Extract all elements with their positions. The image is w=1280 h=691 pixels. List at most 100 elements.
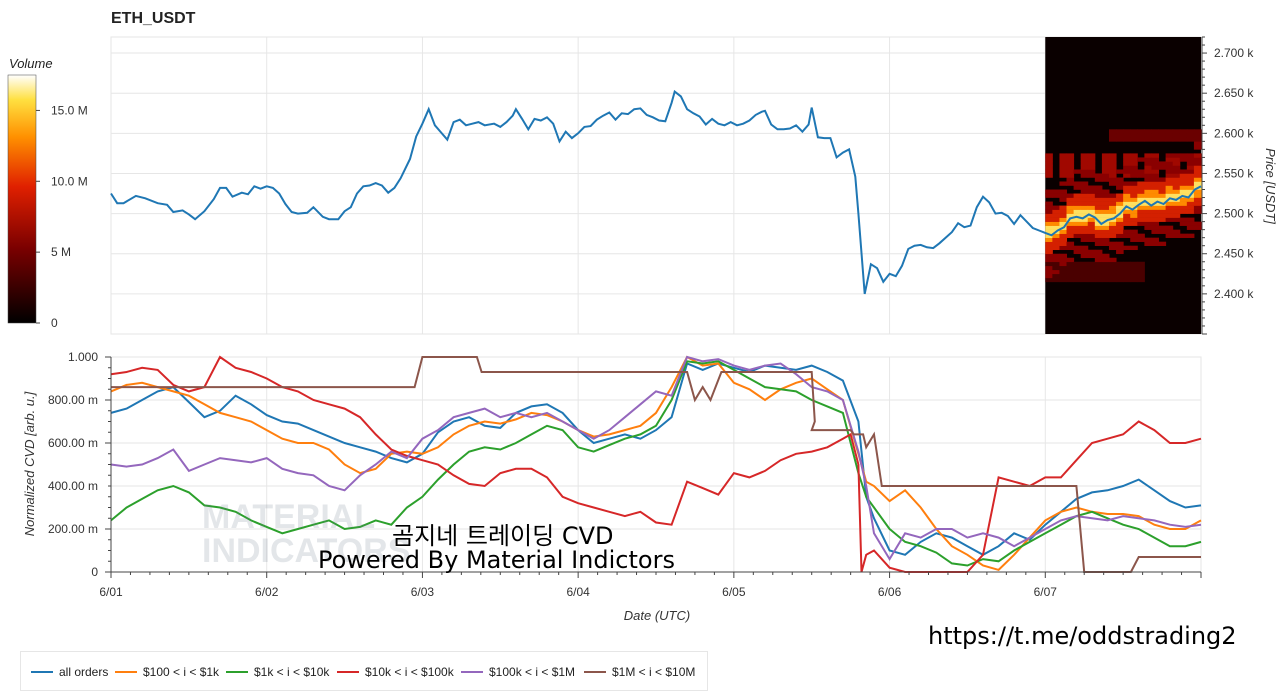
legend-item[interactable]: $1M < i < $10M	[584, 665, 695, 679]
heatmap-cell	[1116, 181, 1124, 186]
heatmap-cell	[1094, 237, 1103, 242]
heatmap-cell	[1101, 173, 1110, 178]
heatmap-cell	[1066, 205, 1075, 210]
heatmap-cell	[1116, 133, 1124, 138]
heatmap-cell	[1087, 165, 1096, 170]
heatmap-cell	[1130, 185, 1138, 190]
heatmap-cell	[1108, 233, 1117, 238]
legend-item[interactable]: $100 < i < $1k	[115, 665, 219, 679]
heatmap-cell	[1080, 233, 1089, 238]
heatmap-cell	[1101, 237, 1110, 242]
heatmap-cell	[1073, 169, 1082, 174]
telegram-link[interactable]: https://t.me/oddstrading2	[928, 622, 1237, 650]
heatmap-cell	[1087, 161, 1096, 166]
heatmap-cell	[1087, 265, 1096, 271]
heatmap-cell	[1045, 269, 1053, 275]
heatmap-cell	[1101, 209, 1110, 214]
heatmap-cell	[1123, 265, 1131, 271]
heatmap-cell	[1094, 241, 1103, 247]
heatmap-cell	[1052, 273, 1060, 279]
heatmap-cell	[1144, 197, 1152, 202]
heatmap-cell	[1066, 201, 1075, 206]
legend-label: $10k < i < $100k	[365, 665, 454, 679]
heatmap-cell	[1123, 133, 1131, 138]
volume-colorbar: 15.0 M 10.0 M 5 M 0	[7, 74, 88, 330]
heatmap-cell	[1165, 201, 1174, 206]
heatmap-cell	[1094, 265, 1103, 271]
heatmap-cell	[1116, 197, 1124, 202]
heatmap-cell	[1144, 157, 1152, 162]
heatmap-cell	[1144, 133, 1152, 138]
heatmap-cell	[1186, 209, 1195, 214]
heatmap-cell	[1137, 261, 1145, 267]
heatmap-cell	[1108, 173, 1117, 178]
cvd-x-tick-label: 6/01	[99, 585, 123, 599]
heatmap-cell	[1151, 213, 1160, 218]
heatmap-cell	[1172, 201, 1181, 206]
heatmap-cell	[1087, 193, 1096, 198]
heatmap-cell	[1137, 133, 1145, 138]
heatmap-cell	[1144, 213, 1152, 218]
heatmap-cell	[1080, 193, 1089, 198]
cvd-x-tick-label: 6/06	[878, 585, 902, 599]
heatmap-cell	[1123, 157, 1131, 162]
heatmap-cell	[1151, 133, 1160, 138]
heatmap-cell	[1045, 217, 1053, 222]
heatmap-cell	[1073, 185, 1082, 190]
heatmap-cell	[1059, 229, 1068, 234]
heatmap-cell	[1073, 193, 1082, 198]
heatmap-cell	[1151, 129, 1160, 134]
heatmap-cell	[1108, 273, 1117, 279]
heatmap-cell	[1172, 217, 1181, 222]
heatmap-cell	[1116, 241, 1124, 247]
legend-item[interactable]: $100k < i < $1M	[461, 665, 575, 679]
heatmap-cell	[1172, 137, 1181, 142]
heatmap-cell	[1123, 277, 1131, 283]
cvd-panel: 0 200.00 m 400.00 m 600.00 m 800.00 m 1.000 6/…	[22, 350, 1202, 623]
heatmap-cell	[1101, 161, 1110, 166]
heatmap-cell	[1108, 209, 1117, 214]
heatmap-cell	[1059, 165, 1068, 170]
heatmap-cell	[1059, 205, 1068, 210]
heatmap-cell	[1087, 157, 1096, 162]
heatmap-cell	[1087, 189, 1096, 194]
legend-swatch	[461, 671, 483, 673]
heatmap-cell	[1045, 157, 1053, 162]
heatmap-cell	[1080, 181, 1089, 186]
heatmap-cell	[1144, 237, 1152, 242]
heatmap-cell	[1165, 169, 1174, 174]
legend-item[interactable]: $10k < i < $100k	[337, 665, 454, 679]
heatmap-cell	[1094, 217, 1103, 222]
heatmap-cell	[1066, 229, 1075, 234]
heatmap-cell	[1116, 169, 1124, 174]
heatmap-cell	[1186, 129, 1195, 134]
heatmap-cell	[1108, 229, 1117, 234]
heatmap-cell	[1137, 185, 1145, 190]
heatmap-cell	[1045, 261, 1053, 267]
heatmap-cell	[1066, 233, 1075, 238]
legend-item[interactable]: $1k < i < $10k	[226, 665, 329, 679]
legend-label: $1k < i < $10k	[254, 665, 330, 679]
heatmap-cell	[1186, 177, 1195, 182]
legend: all orders $100 < i < $1k $1k < i < $10k…	[20, 651, 708, 691]
heatmap-cell	[1094, 257, 1103, 263]
heatmap-cell	[1137, 169, 1145, 174]
heatmap-cell	[1066, 213, 1075, 218]
heatmap-cell	[1179, 181, 1188, 186]
heatmap-cell	[1094, 249, 1103, 255]
heatmap-cell	[1123, 169, 1131, 174]
heatmap-cell	[1116, 185, 1124, 190]
price-axis-label: Price [USDT]	[1263, 148, 1278, 224]
watermark-title: 곰지네 트레이딩 CVD	[392, 522, 614, 550]
heatmap-cell	[1193, 177, 1202, 182]
cvd-series-line	[110, 355, 1202, 562]
heatmap-cell	[1144, 181, 1152, 186]
heatmap-cell	[1073, 225, 1082, 230]
heatmap-cell	[1066, 153, 1075, 158]
cvd-series-line	[110, 360, 1202, 567]
heatmap-cell	[1101, 153, 1110, 158]
heatmap-cell	[1080, 213, 1089, 218]
legend-item[interactable]: all orders	[31, 665, 108, 679]
heatmap-cell	[1144, 129, 1152, 134]
